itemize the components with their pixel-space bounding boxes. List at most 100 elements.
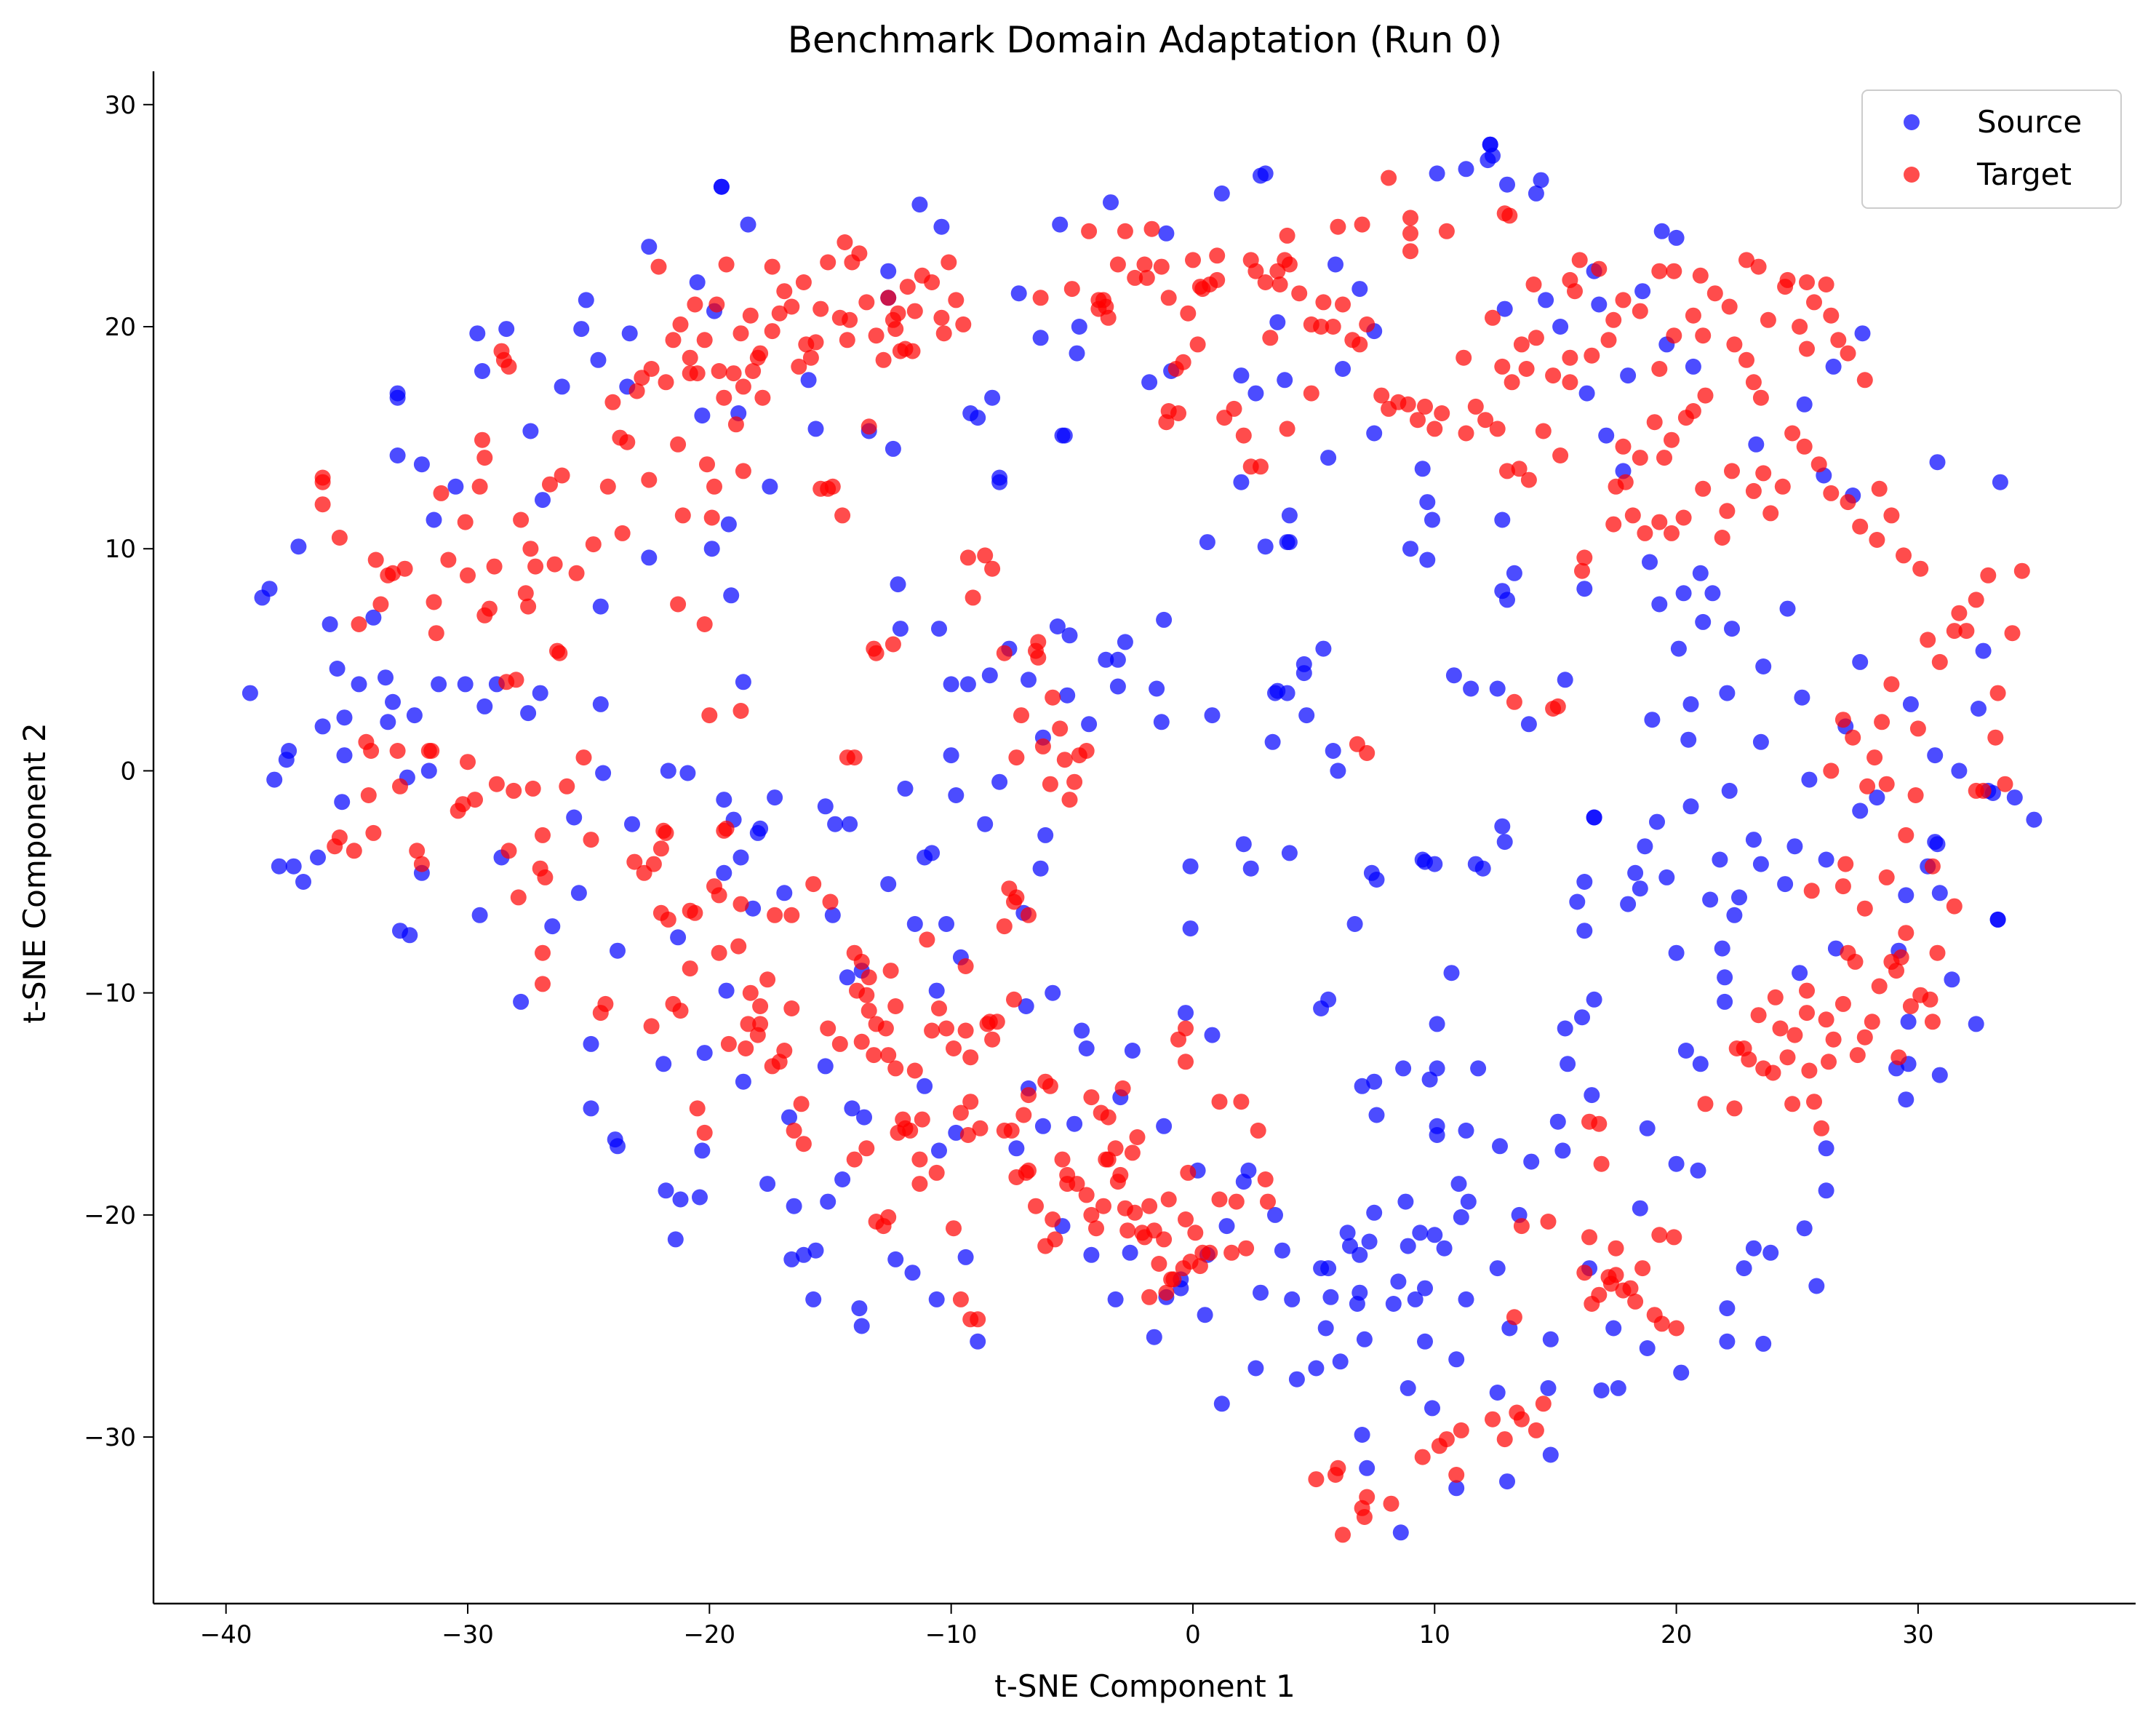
data-point <box>745 900 762 917</box>
data-point <box>1006 991 1022 1008</box>
data-point <box>426 594 442 610</box>
x-tick-label: 20 <box>1661 1620 1692 1649</box>
data-point <box>1920 632 1936 648</box>
data-point <box>1402 210 1418 226</box>
data-point <box>1295 656 1312 672</box>
data-point <box>1335 1526 1351 1543</box>
data-point <box>426 511 442 528</box>
data-point <box>1571 252 1588 268</box>
data-point <box>1494 818 1511 835</box>
data-point <box>822 893 839 910</box>
data-point <box>906 303 923 319</box>
data-point <box>476 698 493 714</box>
data-point <box>1569 893 1586 910</box>
data-point <box>853 1318 870 1334</box>
data-point <box>1605 1320 1622 1337</box>
data-point <box>1494 511 1511 528</box>
data-point <box>610 942 626 959</box>
data-point <box>1191 279 1208 295</box>
data-point <box>1354 216 1370 233</box>
data-point <box>716 864 732 881</box>
data-point <box>1257 165 1274 182</box>
data-point <box>1112 1166 1129 1183</box>
data-point <box>943 676 959 693</box>
data-point <box>1160 290 1177 306</box>
data-point <box>1320 1260 1337 1277</box>
data-point <box>385 565 401 581</box>
data-point <box>1980 567 1997 584</box>
data-point <box>1346 916 1363 932</box>
data-point <box>718 820 735 837</box>
data-point <box>1634 283 1651 300</box>
data-point <box>1395 1060 1412 1077</box>
data-point <box>1429 1060 1445 1077</box>
data-point <box>692 1189 708 1206</box>
data-point <box>1325 743 1341 759</box>
data-point <box>1736 1260 1752 1277</box>
data-point <box>1748 436 1765 453</box>
data-point <box>500 843 517 859</box>
data-point <box>842 816 858 832</box>
data-point <box>1317 1320 1334 1337</box>
data-point <box>1642 554 1658 570</box>
data-point <box>1818 851 1834 868</box>
data-point <box>957 958 974 974</box>
data-point <box>583 1100 599 1117</box>
data-point <box>897 1120 914 1136</box>
data-point <box>1682 696 1699 712</box>
data-point <box>1637 525 1653 541</box>
data-point <box>389 385 406 402</box>
data-point <box>621 325 638 342</box>
data-point <box>1250 1122 1266 1139</box>
data-point <box>1898 1091 1915 1108</box>
data-point <box>1385 1296 1402 1312</box>
data-point <box>1796 438 1813 455</box>
data-point <box>1772 1020 1789 1037</box>
data-point <box>1202 1244 1218 1261</box>
data-point <box>1724 463 1740 479</box>
data-point <box>904 1265 921 1281</box>
data-point <box>783 1000 800 1016</box>
data-point <box>1494 358 1511 375</box>
data-point <box>1706 285 1723 302</box>
data-point <box>1827 940 1844 957</box>
data-point <box>365 824 382 841</box>
data-point <box>1506 693 1522 710</box>
data-point <box>1264 733 1281 750</box>
data-point <box>1644 712 1661 728</box>
data-point <box>890 305 906 322</box>
data-point <box>783 1251 800 1267</box>
data-point <box>1400 396 1416 413</box>
data-point <box>590 351 607 368</box>
data-point <box>694 1142 711 1159</box>
data-point <box>957 1022 974 1039</box>
data-point <box>1511 461 1528 477</box>
data-point <box>261 581 278 597</box>
data-point <box>1417 1280 1433 1297</box>
data-point <box>984 389 1001 406</box>
data-point <box>641 471 658 488</box>
data-point <box>1381 170 1397 186</box>
data-point <box>885 636 901 653</box>
data-point <box>1056 752 1073 768</box>
data-point <box>711 944 727 961</box>
data-point <box>1501 207 1518 224</box>
data-point <box>310 849 326 866</box>
data-point <box>858 1140 875 1157</box>
data-point <box>1695 613 1712 630</box>
data-point <box>1240 1162 1257 1179</box>
data-point <box>506 782 522 799</box>
data-point <box>1760 311 1776 328</box>
data-point <box>1823 485 1840 501</box>
data-point <box>402 927 418 944</box>
y-tick-label: −10 <box>84 979 136 1008</box>
data-point <box>880 290 897 306</box>
data-point <box>1356 1509 1373 1525</box>
data-point <box>365 609 382 626</box>
data-point <box>2013 562 2030 579</box>
data-point <box>1402 541 1418 557</box>
data-point <box>645 856 662 872</box>
data-point <box>1028 1198 1044 1214</box>
y-tick-label: 0 <box>120 757 136 786</box>
data-point <box>1792 965 1808 982</box>
